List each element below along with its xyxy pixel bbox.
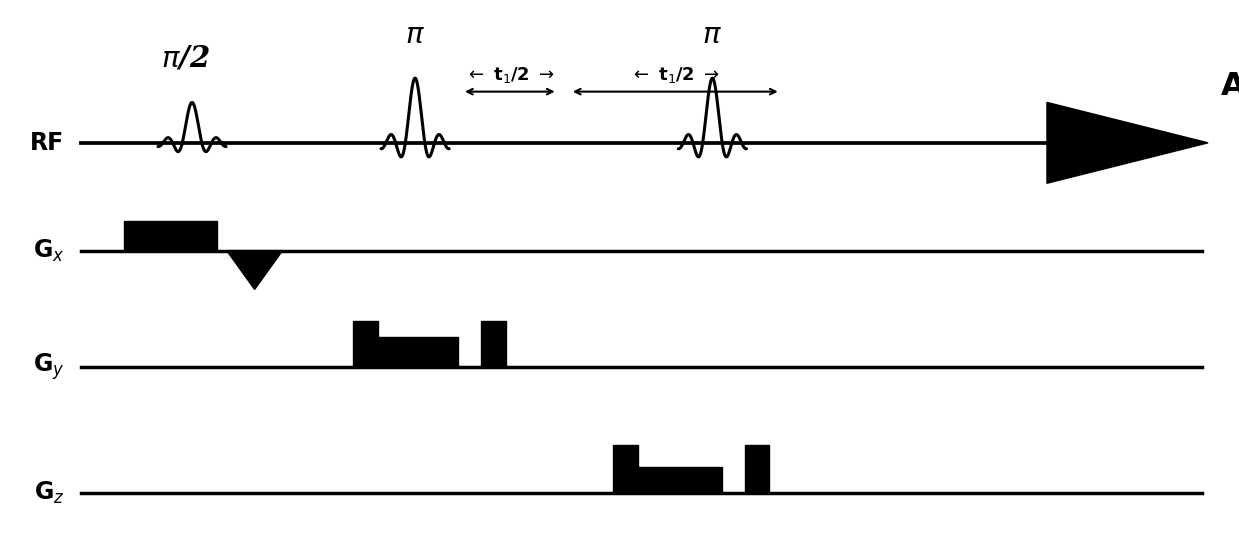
Text: $\leftarrow$ t$_1$/2 $\rightarrow$: $\leftarrow$ t$_1$/2 $\rightarrow$ [631, 65, 720, 85]
Text: G$_x$: G$_x$ [33, 238, 64, 264]
Bar [745, 445, 769, 493]
Text: RF: RF [30, 131, 64, 155]
Text: $\pi$/2: $\pi$/2 [161, 44, 211, 73]
Text: G$_z$: G$_z$ [33, 480, 64, 506]
Polygon shape [227, 251, 282, 289]
Text: $\leftarrow$ t$_1$/2 $\rightarrow$: $\leftarrow$ t$_1$/2 $\rightarrow$ [465, 65, 555, 85]
Text: Acq: Acq [1220, 71, 1239, 102]
Text: $\pi$: $\pi$ [405, 19, 425, 49]
Bar [638, 467, 722, 493]
Bar [481, 321, 506, 367]
Text: $\pi$: $\pi$ [703, 19, 722, 49]
Bar [353, 321, 378, 367]
Bar [613, 445, 638, 493]
Polygon shape [1047, 102, 1208, 183]
Bar [124, 221, 217, 251]
Text: G$_y$: G$_y$ [33, 351, 64, 382]
Bar [378, 337, 458, 367]
